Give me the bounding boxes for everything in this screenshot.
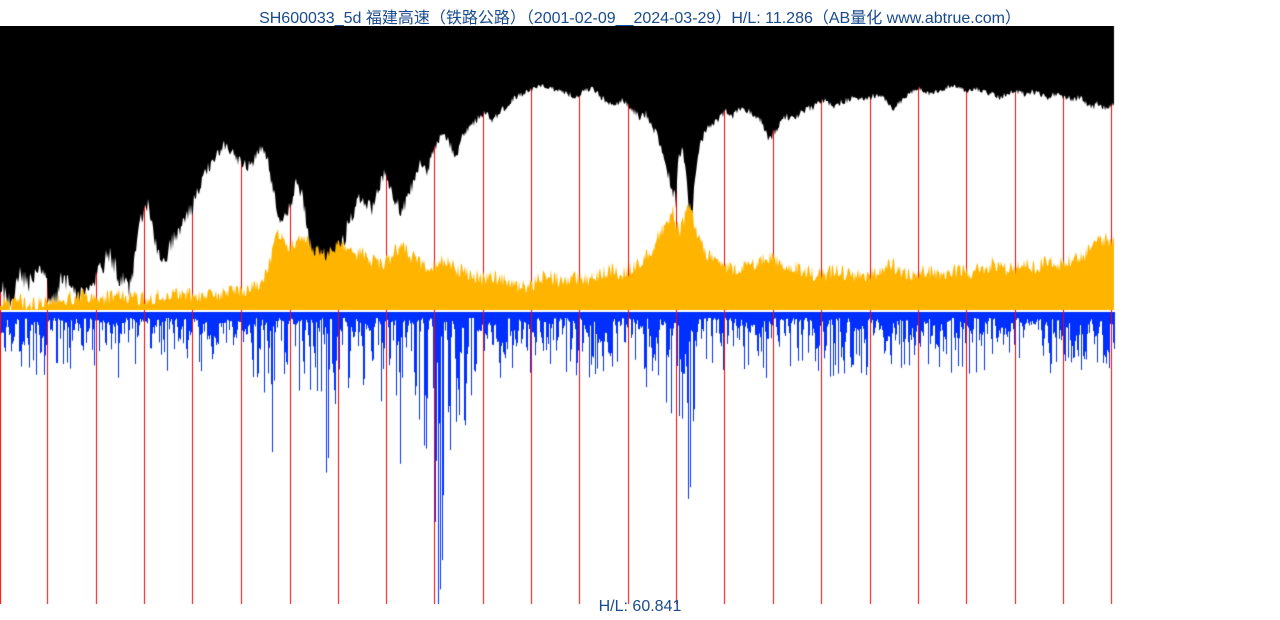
chart-footer: H/L: 60.841: [0, 598, 1280, 616]
stock-chart-canvas: [0, 26, 1280, 604]
chart-title: SH600033_5d 福建高速（铁路公路）（2001-02-09__2024-…: [0, 4, 1280, 28]
